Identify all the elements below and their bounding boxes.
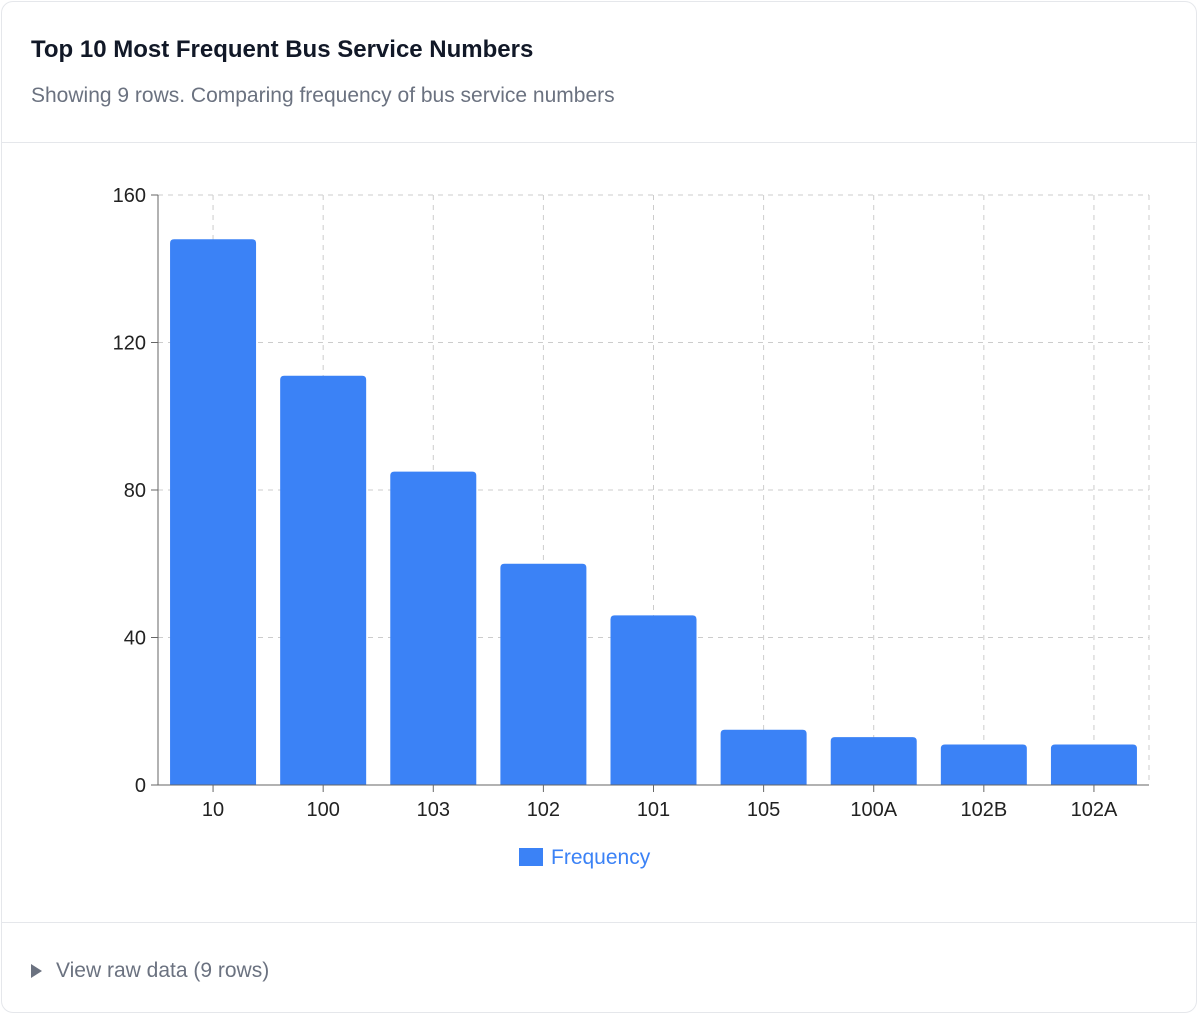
bar-chart-svg: 0 40 80 120 160 10 100 103 102 101 105 100A 102B 102A…: [113, 185, 1150, 869]
x-tick-label: 10: [202, 799, 224, 821]
card-footer: View raw data (9 rows): [2, 922, 1196, 1012]
view-raw-data-label: View raw data (9 rows): [56, 959, 270, 982]
bar-103: [390, 471, 477, 785]
y-tick-label: 160: [113, 185, 146, 207]
bar-102: [500, 563, 587, 785]
bar-10: [170, 239, 257, 785]
card-header: Top 10 Most Frequent Bus Service Numbers…: [2, 2, 1196, 143]
triangle-right-icon: [31, 964, 42, 978]
bar-chart: 0 40 80 120 160 10 100 103 102 101 105 100A 102B 102A…: [2, 143, 1196, 923]
legend-label: Frequency: [551, 846, 651, 869]
bar-105: [720, 729, 807, 785]
view-raw-data-toggle[interactable]: View raw data (9 rows): [31, 959, 269, 983]
x-tick-label: 102A: [1071, 799, 1118, 821]
chart-title: Top 10 Most Frequent Bus Service Numbers: [31, 36, 534, 63]
x-tick-label: 102: [527, 799, 560, 821]
chart-subtitle: Showing 9 rows. Comparing frequency of b…: [31, 84, 615, 107]
x-tick-label: 100: [306, 799, 339, 821]
x-tick-label: 102B: [960, 799, 1007, 821]
y-tick-label: 120: [113, 333, 146, 355]
bar-102B: [940, 744, 1027, 785]
bar-102A: [1050, 744, 1137, 785]
x-tick-label: 105: [747, 799, 780, 821]
x-tick-label: 103: [417, 799, 450, 821]
bar-101: [610, 615, 697, 785]
x-tick-label: 101: [637, 799, 670, 821]
y-tick-label: 80: [124, 480, 146, 502]
bar-100A: [830, 737, 917, 785]
y-tick-label: 0: [135, 775, 146, 797]
y-tick-label: 40: [124, 628, 146, 650]
legend-swatch: [519, 848, 543, 866]
bar-100: [280, 375, 367, 785]
x-tick-label: 100A: [850, 799, 897, 821]
